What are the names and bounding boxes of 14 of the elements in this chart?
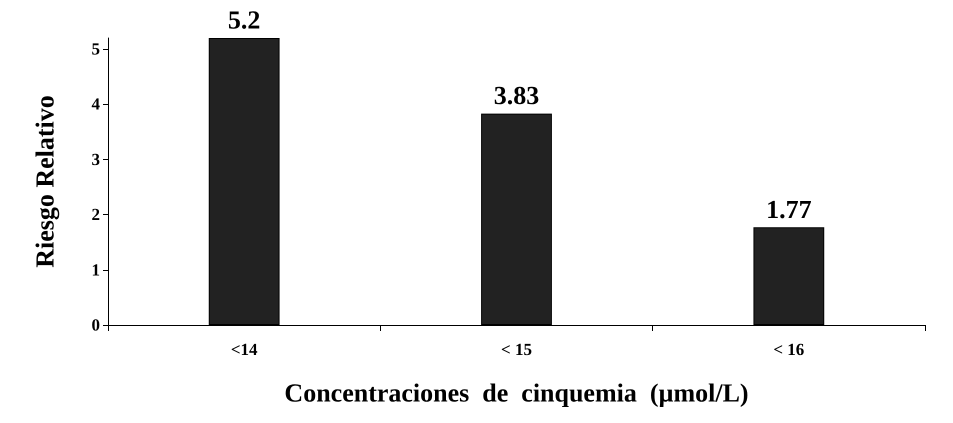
x-axis-title: Concentraciones de cinquemia (µmol/L)	[284, 378, 749, 408]
x-tick-label: < 15	[501, 340, 532, 359]
y-tick-label: 2	[92, 205, 100, 224]
x-tick-label: < 16	[773, 340, 804, 359]
y-tick-label: 5	[92, 40, 100, 59]
y-tick-label: 4	[92, 94, 100, 114]
y-tick-label: 1	[92, 260, 100, 280]
data-label: 3.83	[494, 81, 540, 110]
x-tick-label: <14	[230, 340, 258, 359]
y-tick-label: 3	[92, 150, 100, 169]
y-axis-title: Riesgo Relativo	[30, 95, 60, 268]
data-label: 1.77	[766, 194, 812, 224]
data-label: 5.2	[228, 6, 260, 34]
y-tick-label: 0	[92, 316, 100, 334]
